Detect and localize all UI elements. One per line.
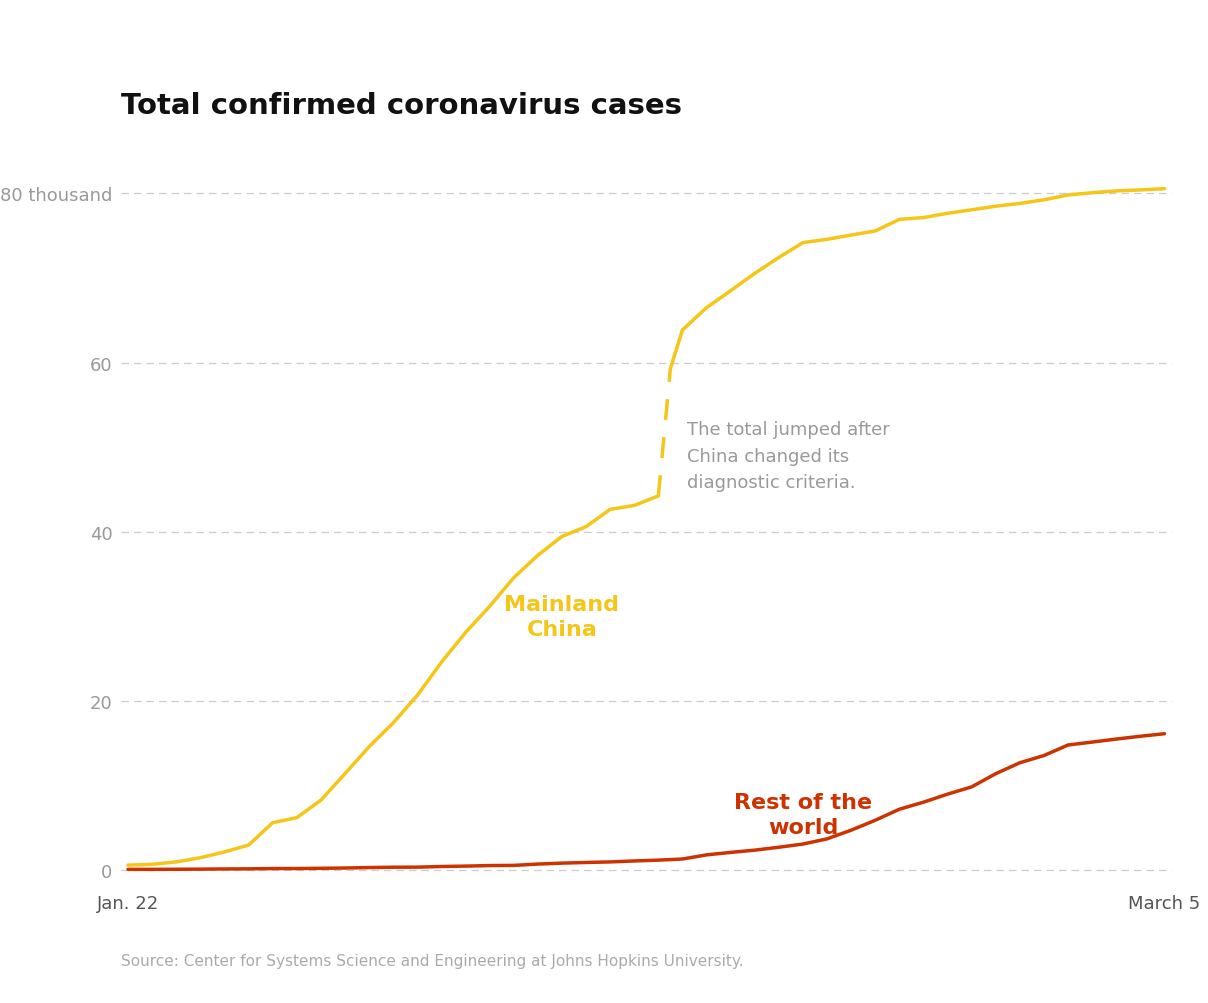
Text: The total jumped after
China changed its
diagnostic criteria.: The total jumped after China changed its… (687, 420, 890, 491)
Text: Total confirmed coronavirus cases: Total confirmed coronavirus cases (121, 92, 681, 120)
Text: Rest of the
world: Rest of the world (734, 792, 872, 838)
Text: Source: Center for Systems Science and Engineering at Johns Hopkins University.: Source: Center for Systems Science and E… (121, 953, 743, 968)
Text: Mainland
China: Mainland China (505, 594, 620, 639)
